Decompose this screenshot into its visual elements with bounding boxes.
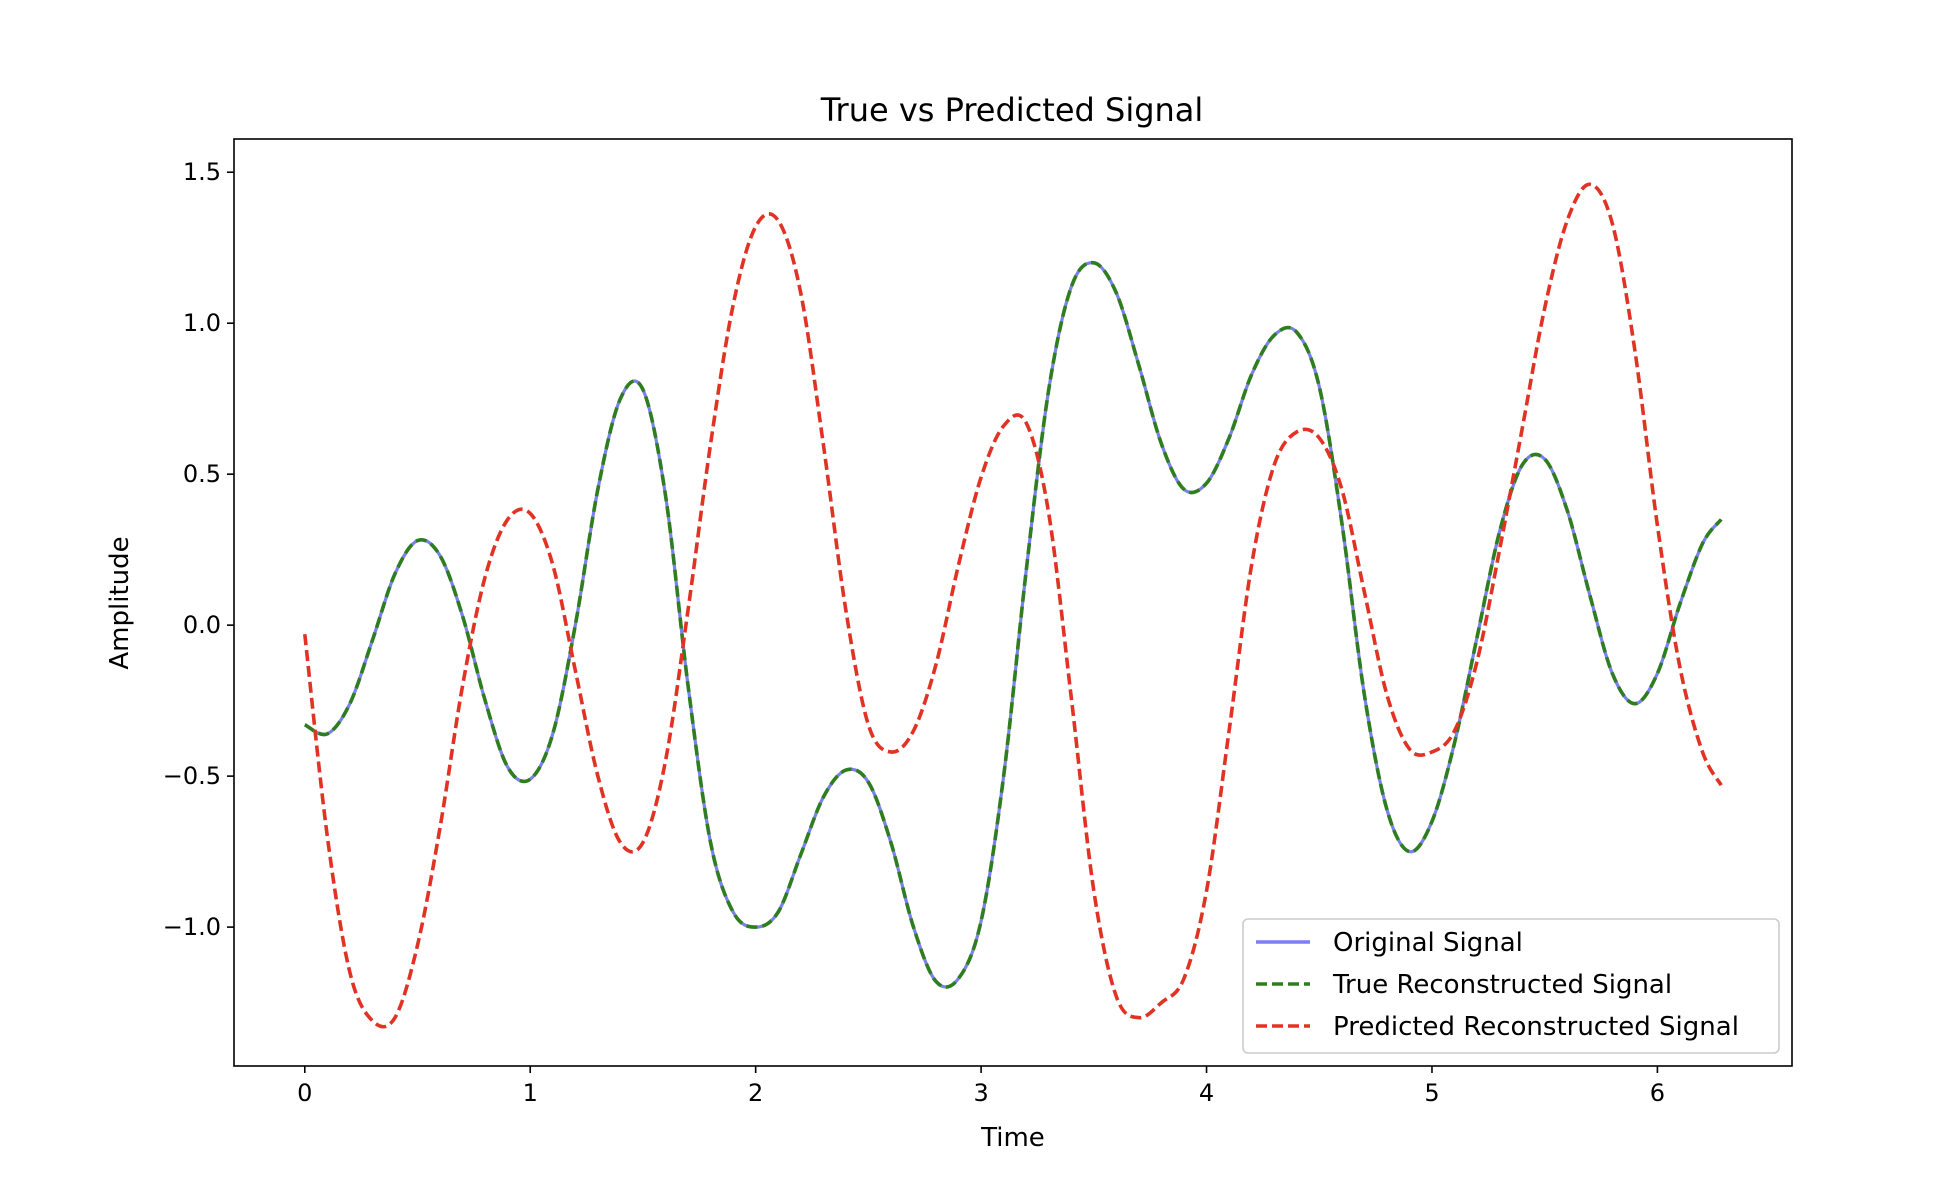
- legend-true-reconstructed-signal-label: True Reconstructed Signal: [1332, 970, 1672, 1000]
- x-tick-label: 4: [1199, 1079, 1214, 1107]
- original-signal-line: [304, 261, 1723, 989]
- true-reconstructed-signal-line: [303, 260, 1723, 989]
- y-axis-ticks: −1.0 −0.5 0.0 0.5 1.0 1.5: [163, 158, 234, 941]
- chart-title: True vs Predicted Signal: [820, 91, 1204, 129]
- y-tick-label: −1.0: [163, 913, 221, 941]
- y-tick-label: 1.0: [183, 309, 221, 337]
- y-tick-label: −0.5: [163, 762, 221, 790]
- legend-original-signal-label: Original Signal: [1333, 928, 1523, 958]
- predicted-reconstructed-signal-line: [303, 182, 1723, 1029]
- x-tick-label: 2: [748, 1079, 763, 1107]
- x-tick-label: 1: [523, 1079, 538, 1107]
- x-tick-label: 3: [973, 1079, 988, 1107]
- legend-predicted-reconstructed-signal-label: Predicted Reconstructed Signal: [1333, 1012, 1739, 1042]
- x-tick-label: 5: [1424, 1079, 1439, 1107]
- y-tick-label: 0.0: [183, 611, 221, 639]
- x-axis-ticks: 0 1 2 3 4 5 6: [297, 1066, 1665, 1107]
- plot-frame: [233, 138, 1793, 1067]
- y-tick-label: 1.5: [183, 158, 221, 186]
- y-axis-label: Amplitude: [105, 536, 135, 669]
- x-axis-label: Time: [980, 1123, 1045, 1153]
- series-layer: [303, 182, 1723, 1029]
- y-tick-label: 0.5: [183, 460, 221, 488]
- legend-box: [1242, 918, 1780, 1054]
- legend: Original Signal True Reconstructed Signal…: [1242, 918, 1780, 1054]
- x-tick-label: 6: [1650, 1079, 1665, 1107]
- x-tick-label: 0: [297, 1079, 312, 1107]
